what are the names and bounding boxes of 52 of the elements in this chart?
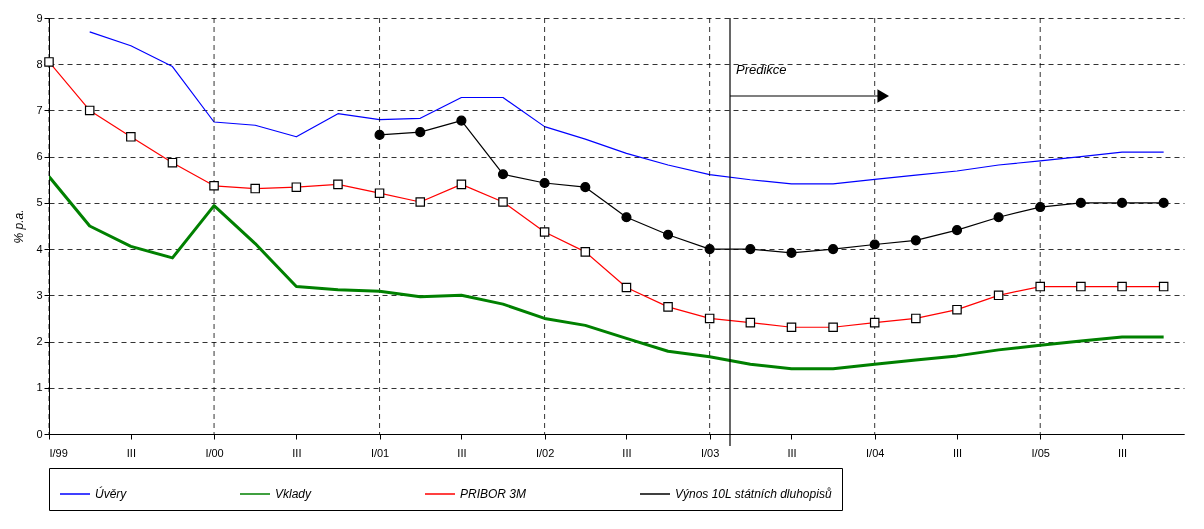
x-tick-label: III (787, 446, 797, 459)
point (951, 225, 963, 236)
x-tick-label: I/05 (1031, 446, 1050, 459)
x-tick-label: I/01 (370, 446, 390, 459)
y-tick-label: 2 (36, 335, 43, 348)
line-series (89, 31, 1165, 185)
legend-label: Úvěry (95, 486, 128, 501)
y-tick-label: 6 (36, 150, 43, 163)
x-tick-label: III (952, 446, 963, 459)
point (910, 235, 921, 246)
y-tick-label: 8 (36, 57, 43, 70)
line-series (49, 175, 1166, 371)
point (580, 182, 591, 193)
legend-label: Výnos 10L státních dluhopisů (675, 487, 832, 501)
y-tick-label: 3 (36, 288, 43, 301)
legend-label: Vklady (275, 487, 313, 501)
x-tick-label: III (1117, 446, 1128, 459)
point (1035, 201, 1046, 213)
x-tick-label: III (622, 446, 632, 459)
point (869, 239, 880, 250)
y-tick-label: 4 (36, 242, 43, 255)
point (539, 177, 550, 189)
point (745, 244, 756, 255)
point (374, 129, 385, 141)
y-tick-label: 1 (36, 381, 43, 394)
x-tick-label: I/99 (49, 446, 68, 459)
legend-label: PRIBOR 3M (460, 487, 527, 501)
point (828, 244, 839, 255)
y-axis-title: % p.a. (12, 209, 27, 244)
x-tick-label: III (126, 446, 136, 459)
point (993, 212, 1004, 223)
y-tick-label: 7 (36, 103, 43, 116)
point (1075, 197, 1086, 208)
point (786, 247, 797, 258)
x-tick-label: I/04 (866, 446, 885, 459)
y-tick-label: 9 (36, 11, 43, 24)
point (1158, 197, 1169, 208)
x-tick-label: I/00 (205, 446, 224, 459)
point (456, 115, 467, 126)
ref-line-label: Predikce (736, 62, 787, 77)
x-tick-label: III (292, 446, 302, 459)
y-tick-label: 5 (36, 196, 43, 209)
x-tick-label: I/03 (700, 446, 720, 459)
point (704, 244, 715, 255)
x-tick-label: III (457, 446, 467, 459)
point (621, 212, 632, 223)
x-tick-label: I/02 (535, 446, 555, 459)
point (1116, 197, 1128, 208)
y-tick-label: 0 (36, 427, 43, 440)
point (497, 169, 509, 180)
point (415, 127, 426, 138)
point (662, 229, 674, 240)
